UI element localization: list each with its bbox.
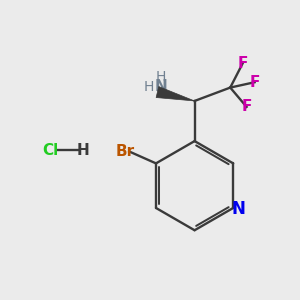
Text: N: N [232,200,245,218]
Text: H: H [143,80,154,94]
Text: Br: Br [115,144,134,159]
Text: F: F [238,56,248,71]
Text: F: F [249,75,260,90]
Text: Cl: Cl [42,142,58,158]
Text: N: N [155,79,168,94]
Text: F: F [242,99,252,114]
Text: H: H [77,142,89,158]
Polygon shape [156,87,195,101]
Text: H: H [156,70,166,84]
